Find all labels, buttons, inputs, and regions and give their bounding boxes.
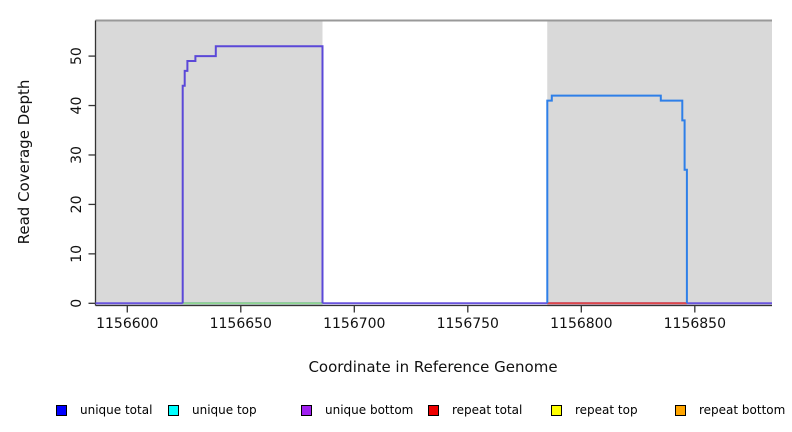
unique-top-coverage-block [546,94,688,304]
legend-swatch [56,404,67,416]
x-axis-ticks: 1156600 1156650 1156700 1156750 1156800 11568… [96,305,726,332]
y-tick-label: 40 [69,97,85,115]
aligned-region-left [95,21,323,307]
y-tick-label: 30 [69,146,85,164]
legend-label: unique bottom [325,403,414,417]
y-axis-title: Read Coverage Depth [15,80,33,245]
legend-swatch [301,404,312,416]
y-tick-label: 10 [69,245,85,263]
x-axis-title: Coordinate in Reference Genome [308,358,557,376]
shaded-regions [95,21,772,307]
y-tick-label: 0 [69,299,85,308]
x-tick-label: 1156700 [323,316,385,332]
legend-swatch [551,404,562,416]
aligned-region-right [547,21,772,307]
legend-swatch [675,404,686,416]
legend: unique total unique top unique bottom repea… [0,398,792,422]
x-tick-label: 1156850 [664,316,726,332]
legend-label: unique top [192,403,257,417]
legend-item-repeat-top: repeat top [551,402,638,418]
legend-item-unique-bottom: unique bottom [301,402,413,418]
y-tick-label: 50 [69,47,85,65]
legend-label: repeat bottom [699,403,786,417]
legend-item-unique-total: unique total [56,402,152,418]
legend-label: unique total [80,403,153,417]
y-tick-label: 20 [69,196,85,214]
legend-item-repeat-total: repeat total [428,402,522,418]
legend-swatch [428,404,439,416]
legend-swatch [168,404,179,416]
coverage-plot: 1156600 1156650 1156700 1156750 1156800 11568… [15,19,772,376]
series-lines [95,45,772,305]
legend-label: repeat total [452,403,523,417]
legend-item-repeat-bottom: repeat bottom [675,402,785,418]
y-axis-ticks: 0 10 20 30 40 50 [69,47,96,308]
x-tick-label: 1156650 [210,316,272,332]
legend-item-unique-top: unique top [168,402,257,418]
x-tick-label: 1156800 [550,316,612,332]
x-tick-label: 1156600 [96,316,158,332]
legend-label: repeat top [575,403,638,417]
unique-bottom-coverage-block [181,45,324,304]
x-tick-label: 1156750 [437,316,499,332]
